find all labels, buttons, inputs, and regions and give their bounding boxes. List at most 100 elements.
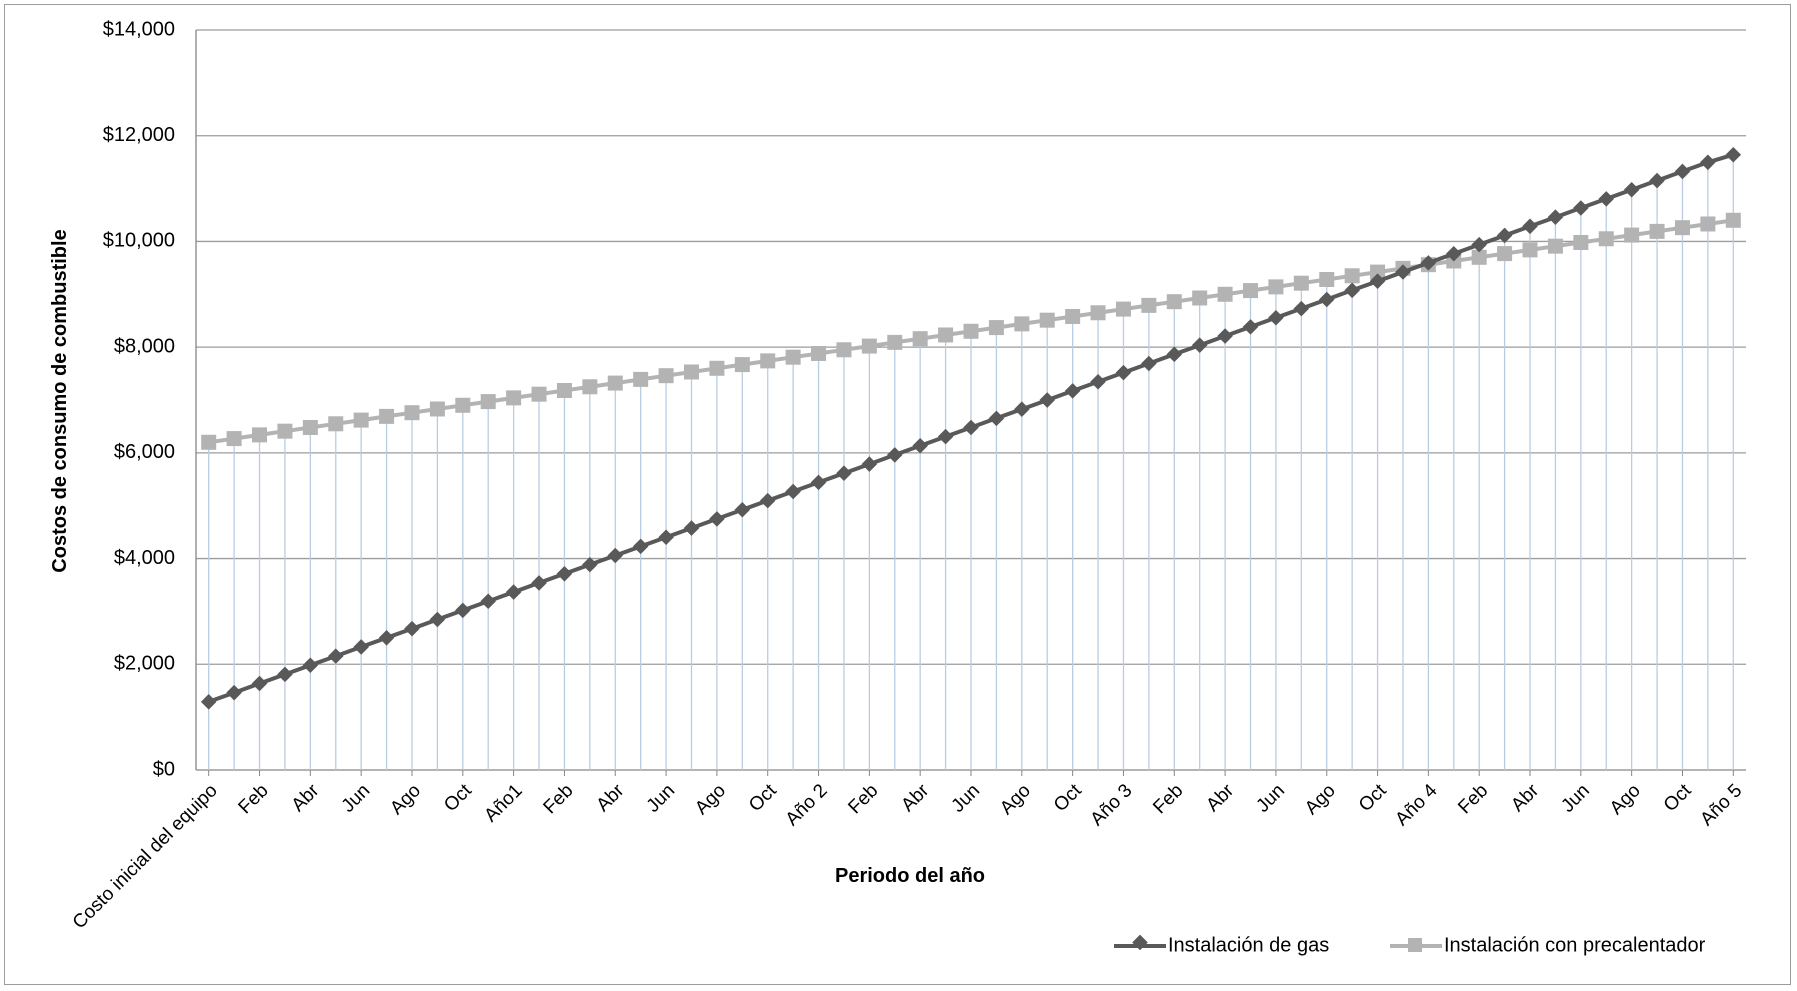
- data-point-precalentador: [633, 371, 649, 387]
- data-point-gas: [759, 492, 776, 509]
- x-tick-label: Año 3: [1087, 780, 1137, 830]
- x-tick-label: Abr: [288, 780, 324, 816]
- x-tick-label: Oct: [1660, 780, 1696, 816]
- data-point-precalentador: [861, 338, 877, 354]
- data-point-gas: [1369, 273, 1386, 289]
- data-point-precalentador: [1344, 268, 1360, 284]
- data-point-precalentador: [429, 401, 445, 417]
- x-tick-label: Feb: [1454, 780, 1492, 818]
- y-axis-title: Costos de consumo de combustible: [49, 229, 71, 572]
- data-point-precalentador: [1497, 246, 1513, 262]
- legend-marker-precalentador: [1408, 938, 1422, 952]
- data-point-gas: [632, 538, 649, 555]
- data-point-precalentador: [1624, 227, 1640, 243]
- data-point-gas: [226, 684, 242, 701]
- data-point-precalentador: [811, 345, 827, 361]
- data-point-gas: [1395, 264, 1411, 280]
- data-point-precalentador: [1217, 286, 1233, 302]
- data-point-precalentador: [506, 390, 522, 406]
- data-point-precalentador: [1547, 238, 1563, 254]
- data-point-precalentador: [1725, 212, 1741, 228]
- data-point-precalentador: [226, 431, 242, 447]
- x-tick-label: Año 4: [1391, 780, 1441, 830]
- data-point-gas: [1217, 328, 1233, 344]
- x-tick-label: Ago: [691, 780, 730, 819]
- data-point-gas: [1268, 309, 1284, 326]
- data-point-gas: [378, 630, 395, 646]
- data-point-precalentador: [1090, 305, 1106, 321]
- data-point-precalentador: [887, 334, 903, 350]
- chart-frame: [4, 4, 1791, 985]
- data-point-precalentador: [658, 368, 674, 384]
- data-point-precalentador: [760, 353, 776, 369]
- data-point-gas: [1522, 218, 1538, 235]
- data-point-precalentador: [1039, 312, 1055, 328]
- data-point-precalentador: [912, 331, 928, 347]
- y-tick-label: $6,000: [114, 441, 175, 463]
- data-point-gas: [1191, 337, 1208, 353]
- series-precalentador: [201, 212, 1741, 450]
- data-point-gas: [582, 556, 598, 573]
- data-point-gas: [353, 639, 369, 655]
- x-tick-label: Abr: [1507, 780, 1543, 816]
- y-tick-label: $10,000: [103, 230, 175, 252]
- data-point-precalentador: [1141, 297, 1157, 313]
- x-tick-label: Feb: [1149, 780, 1187, 818]
- data-point-precalentador: [1700, 216, 1716, 232]
- x-tick-label: Jun: [948, 780, 985, 817]
- data-point-gas: [937, 428, 954, 445]
- data-point-precalentador: [404, 405, 420, 421]
- x-tick-label: Ago: [1606, 780, 1645, 819]
- x-tick-label: Jun: [643, 780, 680, 817]
- y-tick-label: $14,000: [103, 18, 175, 40]
- x-tick-label: Feb: [540, 780, 578, 818]
- x-tick-label: Feb: [235, 780, 273, 818]
- y-tick-label: $4,000: [114, 547, 175, 569]
- data-point-precalentador: [988, 320, 1004, 336]
- x-axis-ticks: Costo inicial del equipo Feb Abr Jun Ago Oct A…: [69, 770, 1746, 933]
- legend-marker-gas: [1132, 934, 1148, 951]
- data-point-gas: [785, 483, 801, 500]
- data-point-gas: [1039, 392, 1056, 408]
- x-tick-label: Oct: [1355, 780, 1391, 816]
- legend-item-gas: Instalación de gas: [1114, 934, 1329, 956]
- data-point-precalentador: [582, 379, 598, 395]
- data-point-gas: [302, 657, 319, 674]
- data-point-gas: [988, 410, 1005, 427]
- y-tick-label: $0: [153, 758, 175, 780]
- data-point-gas: [1547, 209, 1564, 225]
- data-point-precalentador: [531, 386, 547, 402]
- y-tick-label: $8,000: [114, 335, 175, 357]
- data-point-gas: [480, 593, 496, 610]
- data-point-gas: [556, 566, 573, 582]
- data-point-gas: [455, 602, 471, 619]
- data-point-gas: [709, 511, 725, 527]
- x-tick-label: Feb: [844, 780, 882, 818]
- data-point-precalentador: [1065, 308, 1081, 324]
- data-point-precalentador: [963, 323, 979, 339]
- data-point-gas: [836, 465, 852, 481]
- data-point-precalentador: [1243, 283, 1259, 299]
- x-tick-label: Abr: [1202, 780, 1238, 816]
- x-tick-label: Ago: [996, 780, 1035, 819]
- data-point-precalentador: [1014, 316, 1030, 332]
- data-point-precalentador: [1598, 231, 1614, 247]
- data-point-gas: [683, 520, 700, 536]
- data-point-precalentador: [607, 375, 623, 391]
- data-point-gas: [963, 419, 979, 436]
- data-point-precalentador: [201, 434, 217, 450]
- data-point-gas: [886, 447, 903, 463]
- data-point-precalentador: [277, 423, 293, 439]
- data-point-gas: [1649, 172, 1665, 189]
- x-tick-label: Oct: [1050, 780, 1086, 816]
- data-point-gas: [277, 666, 293, 683]
- data-point-gas: [658, 529, 674, 545]
- data-point-precalentador: [1522, 242, 1538, 258]
- x-tick-label: Costo inicial del equipo: [69, 780, 222, 933]
- data-point-gas: [1420, 255, 1437, 271]
- data-point-precalentador: [353, 412, 369, 428]
- x-tick-label: Ago: [1301, 780, 1340, 819]
- data-point-precalentador: [1293, 275, 1309, 291]
- data-point-gas: [1166, 346, 1183, 363]
